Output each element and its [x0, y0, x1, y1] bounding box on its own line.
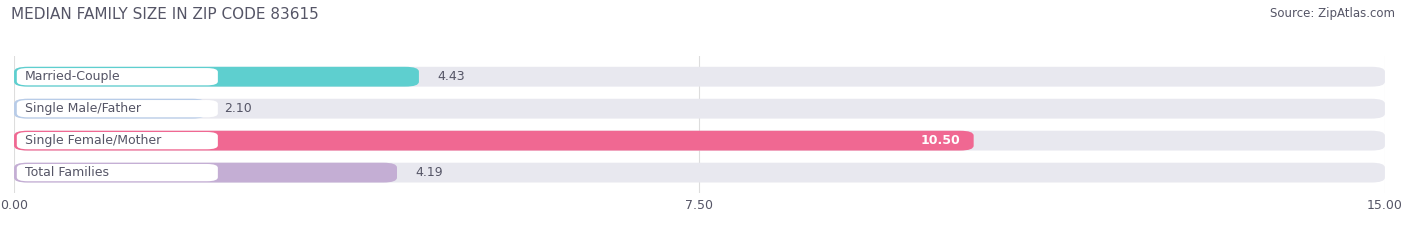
FancyBboxPatch shape [14, 131, 974, 151]
Text: Source: ZipAtlas.com: Source: ZipAtlas.com [1270, 7, 1395, 20]
FancyBboxPatch shape [17, 100, 218, 117]
FancyBboxPatch shape [14, 163, 396, 182]
FancyBboxPatch shape [14, 67, 1385, 87]
FancyBboxPatch shape [14, 99, 1385, 119]
Text: Single Male/Father: Single Male/Father [25, 102, 141, 115]
Text: Total Families: Total Families [25, 166, 110, 179]
FancyBboxPatch shape [14, 67, 419, 87]
Text: 10.50: 10.50 [920, 134, 960, 147]
Text: 4.43: 4.43 [437, 70, 465, 83]
Text: Single Female/Mother: Single Female/Mother [25, 134, 162, 147]
FancyBboxPatch shape [17, 132, 218, 149]
FancyBboxPatch shape [14, 131, 1385, 151]
Text: Married-Couple: Married-Couple [25, 70, 121, 83]
Text: MEDIAN FAMILY SIZE IN ZIP CODE 83615: MEDIAN FAMILY SIZE IN ZIP CODE 83615 [11, 7, 319, 22]
FancyBboxPatch shape [17, 164, 218, 181]
Text: 4.19: 4.19 [415, 166, 443, 179]
FancyBboxPatch shape [14, 163, 1385, 182]
FancyBboxPatch shape [14, 99, 207, 119]
Text: 2.10: 2.10 [225, 102, 252, 115]
FancyBboxPatch shape [17, 68, 218, 85]
